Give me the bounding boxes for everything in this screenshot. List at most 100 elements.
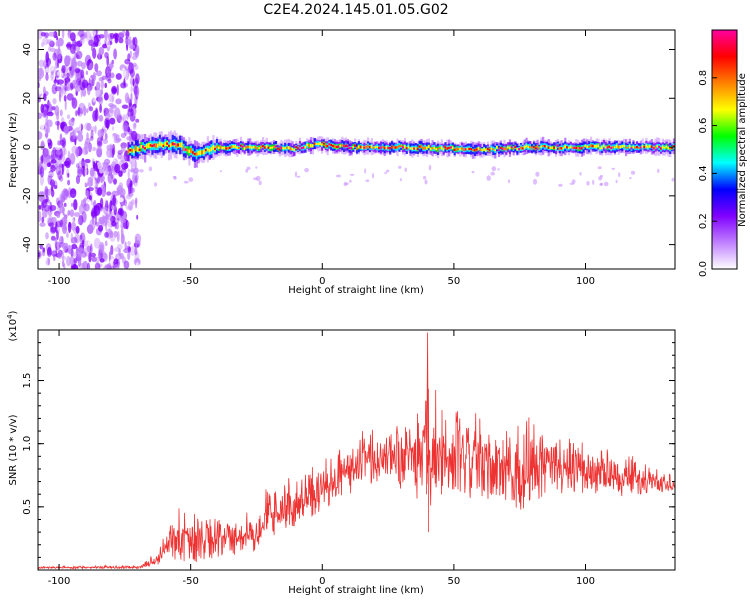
y-tick-label: 20 [22,92,33,105]
heatmap-noise-cell [71,202,74,207]
snr-x-axis: -100 -50 0 50 100 [48,330,595,587]
heatmap-noise-cell [39,166,45,178]
heatmap-signal-cell [398,145,401,148]
heatmap-noise-cell [74,127,81,133]
heatmap-noise-cell [127,246,131,253]
heatmap-noise-cell [64,157,71,169]
heatmap-speck [294,171,298,178]
heatmap-noise-cell [128,128,133,136]
heatmap-noise-cell [70,58,78,71]
heatmap-peak-cell [302,146,306,149]
heatmap-noise-cell [59,109,63,117]
heatmap-signal-cell [431,147,434,150]
heatmap-signal-cell [490,147,493,150]
heatmap-noise-cell [116,243,123,250]
heatmap-noise-cell [47,257,50,266]
heatmap-noise-cell [130,160,135,170]
heatmap-noise-cell [85,175,89,184]
heatmap-noise-cell [104,130,107,141]
heatmap-speck [497,168,500,171]
heatmap-noise-cell [78,160,86,167]
heatmap-noise-cell [108,63,114,69]
heatmap-signal-cell [429,147,432,151]
heatmap-speck [384,171,388,175]
heatmap-peak-cell [413,147,417,150]
heatmap-noise-cell [78,168,82,175]
heatmap-noise-cell [133,122,137,128]
heatmap-signal-cell [145,143,149,149]
heatmap-noise-cell [121,67,126,78]
heatmap-speck [296,175,301,178]
heatmap-speck [579,171,582,176]
heatmap-noise-cell [124,92,130,104]
heatmap-peak-cell [449,146,453,149]
heatmap-noise-cell [103,206,109,215]
heatmap-noise-cell [63,263,66,269]
colorbar-label: Normalized spectral amplitude [737,73,748,227]
heatmap-noise-cell [106,66,111,78]
heatmap-signal-cell [637,147,641,149]
x-tick-label: -100 [48,576,71,587]
x-tick-label: -100 [48,276,71,287]
heatmap-noise-cell [100,79,105,90]
heatmap-noise-cell [66,93,74,101]
heatmap-noise-cell [71,264,79,269]
heatmap-peak-cell [475,148,479,151]
heatmap-noise-cell [115,137,122,142]
heatmap-noise-cell [59,139,66,146]
heatmap-noise-cell [92,179,96,188]
heatmap-signal-cell [472,149,475,152]
heatmap-noise-cell [89,243,93,254]
heatmap-noise-cell [135,199,138,209]
heatmap-noise-cell [95,70,102,77]
heatmap-peak-cell [553,146,557,149]
heatmap-speck [586,181,590,186]
heatmap-noise-cell [57,250,63,259]
heatmap-signal-cell [333,145,337,148]
heatmap-noise-cell [78,102,86,112]
heatmap-noise-cell [134,247,138,256]
snr-x-label: Height of straight line (km) [288,585,424,596]
heatmap-peak-cell [295,145,299,149]
heatmap-speck [398,165,402,169]
heatmap-signal-cell [457,148,460,151]
y-tick-label: 1.0 [22,436,33,452]
heatmap-noise-cell [42,158,48,171]
heatmap-noise-cell [57,79,64,85]
heatmap-signal-cell [269,146,272,149]
heatmap-signal-cell [361,146,364,149]
heatmap-noise-cell [59,90,61,103]
heatmap-speck [386,169,390,173]
heatmap-noise-cell [85,190,89,197]
heatmap-noise-cell [51,189,55,198]
heatmap-noise-cell [56,36,59,41]
heatmap-noise-cell [75,246,79,256]
heatmap-speck [423,175,427,180]
heatmap-peak-cell [300,147,304,150]
heatmap-signal-cell [367,144,370,148]
heatmap-noise-cell [128,201,134,211]
heatmap-noise-cell [86,132,89,141]
heatmap-signal-cell [595,144,598,148]
heatmap-noise-cell [43,86,46,95]
heatmap-noise-cell [72,129,76,140]
heatmap-noise-cell [46,111,54,117]
heatmap-speck [424,179,428,185]
heatmap-noise-cell [42,208,48,218]
heatmap-noise-cell [87,187,94,192]
heatmap-noise-cell [91,201,95,206]
heatmap-signal-cell [615,144,618,148]
heatmap-noise-cell [132,37,136,46]
heatmap-noise-cell [118,37,124,44]
heatmap-noise-cell [113,107,121,119]
heatmap-noise-cell [76,60,83,67]
heatmap-noise-cell [57,37,64,47]
heatmap-speck [671,177,675,182]
heatmap-noise-cell [111,59,114,65]
heatmap-signal-cell [376,146,379,148]
heatmap-noise-cell [96,160,103,170]
heatmap-noise-cell [111,95,115,103]
heatmap-noise-cell [75,175,81,185]
heatmap-noise-cell [62,84,67,95]
